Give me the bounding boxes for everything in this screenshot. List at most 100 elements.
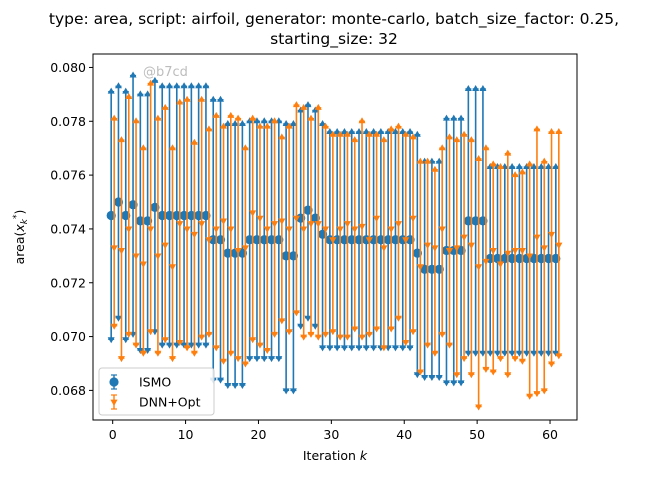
upper-marker-1-40	[402, 130, 410, 137]
point-1-42	[416, 264, 424, 271]
lower-marker-0-5	[144, 348, 152, 355]
upper-marker-0-1	[114, 82, 122, 89]
lower-marker-1-42	[416, 369, 424, 376]
lower-marker-0-53	[494, 350, 502, 357]
legend-label-0: ISMO	[139, 375, 171, 390]
upper-marker-0-6	[151, 76, 159, 83]
point-1-25	[292, 215, 301, 223]
point-1-26	[300, 226, 308, 233]
upper-marker-1-56	[518, 168, 526, 175]
lower-marker-0-21	[260, 356, 268, 363]
point-1-45	[438, 226, 446, 233]
lower-marker-1-8	[168, 356, 176, 363]
point-1-46	[445, 248, 454, 255]
lower-marker-0-13	[202, 342, 210, 349]
point-1-34	[358, 223, 366, 231]
upper-marker-1-24	[285, 122, 293, 129]
x-tick-label-6: 60	[542, 427, 558, 442]
lower-marker-0-25	[289, 388, 297, 395]
lower-marker-0-2	[122, 337, 130, 344]
lower-marker-0-45	[435, 374, 443, 381]
upper-marker-1-27	[307, 114, 315, 121]
upper-marker-0-59	[537, 163, 545, 170]
lower-marker-1-47	[453, 372, 461, 379]
upper-marker-1-6	[154, 114, 162, 121]
upper-marker-0-46	[442, 114, 450, 121]
point-1-39	[394, 221, 403, 228]
point-1-32	[343, 221, 352, 228]
lower-marker-0-30	[326, 345, 334, 352]
upper-marker-1-34	[358, 117, 366, 124]
lower-marker-1-43	[424, 342, 432, 349]
lower-marker-0-27	[304, 315, 312, 322]
lower-marker-1-16	[227, 350, 235, 357]
upper-marker-1-38	[387, 125, 395, 132]
lower-marker-0-42	[413, 372, 421, 379]
y-tick-label-1: 0.070	[50, 329, 86, 344]
lower-marker-0-54	[501, 350, 509, 357]
lower-marker-1-26	[300, 334, 308, 341]
upper-marker-1-21	[263, 122, 271, 129]
upper-marker-1-10	[183, 95, 191, 102]
lower-marker-0-20	[253, 356, 261, 363]
lower-marker-1-5	[147, 329, 155, 336]
upper-marker-0-47	[450, 114, 458, 121]
lower-marker-0-29	[319, 345, 327, 352]
upper-marker-0-56	[515, 163, 523, 170]
lower-marker-1-48	[460, 356, 468, 363]
lower-marker-0-60	[545, 350, 553, 357]
point-1-35	[365, 237, 373, 244]
lower-marker-0-56	[515, 350, 523, 357]
point-1-36	[372, 215, 381, 223]
lower-marker-1-17	[234, 356, 242, 363]
lower-marker-0-50	[472, 350, 480, 357]
upper-marker-0-12	[195, 82, 203, 89]
y-tick-label-4: 0.076	[50, 168, 86, 183]
lower-marker-1-24	[285, 329, 293, 336]
lower-marker-0-23	[275, 356, 283, 363]
lower-marker-0-32	[340, 345, 348, 352]
upper-marker-1-15	[220, 122, 228, 129]
point-1-28	[314, 221, 322, 228]
lower-marker-1-60	[548, 361, 556, 368]
lower-marker-0-22	[268, 356, 276, 363]
lower-marker-1-55	[511, 356, 519, 363]
y-tick-label-2: 0.072	[50, 275, 86, 290]
upper-marker-0-27	[304, 101, 312, 108]
lower-marker-1-15	[220, 358, 228, 365]
lower-marker-1-34	[358, 334, 366, 341]
legend-marker-1	[110, 399, 118, 406]
point-1-43	[424, 242, 432, 250]
upper-marker-0-15	[217, 95, 225, 102]
upper-marker-1-13	[205, 125, 213, 132]
upper-marker-0-18	[238, 119, 246, 126]
lower-marker-0-9	[173, 342, 181, 349]
point-1-5	[147, 226, 155, 233]
lower-marker-1-28	[314, 334, 322, 341]
lower-marker-0-7	[158, 342, 166, 349]
lower-marker-1-23	[278, 318, 286, 325]
upper-marker-1-22	[271, 117, 279, 124]
lower-marker-1-25	[292, 310, 300, 317]
lower-marker-1-41	[409, 329, 417, 336]
lower-marker-0-47	[450, 380, 458, 387]
lower-marker-0-55	[508, 350, 516, 357]
upper-marker-0-11	[187, 82, 195, 89]
point-1-40	[402, 237, 410, 244]
lower-marker-1-51	[482, 366, 490, 373]
upper-marker-1-30	[329, 130, 337, 137]
lower-marker-0-48	[457, 380, 465, 387]
lower-marker-0-12	[195, 342, 203, 349]
point-1-13	[205, 237, 213, 244]
lower-marker-1-56	[518, 358, 526, 365]
upper-marker-1-23	[278, 133, 286, 140]
lower-marker-1-30	[329, 329, 337, 336]
point-1-56	[518, 248, 526, 255]
lower-marker-1-19	[249, 337, 257, 344]
y-tick-label-0: 0.068	[50, 383, 86, 398]
point-1-15	[219, 218, 228, 225]
point-1-27	[307, 221, 315, 228]
upper-marker-0-14	[209, 95, 217, 102]
lower-marker-0-59	[537, 350, 545, 357]
